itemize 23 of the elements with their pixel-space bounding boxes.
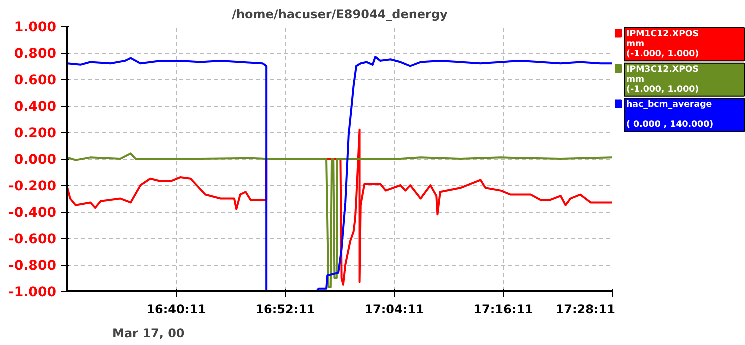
legend-label: IPM3C12.XPOS mm (-1.000, 1.000) bbox=[626, 64, 700, 95]
x-tick-label: 17:28:11 bbox=[556, 302, 616, 316]
y-tick-label: -0.600 bbox=[8, 232, 57, 248]
y-tick-label: -0.200 bbox=[8, 180, 57, 194]
y-tick-label: 0.600 bbox=[14, 74, 57, 88]
x-tick-label: 16:40:11 bbox=[146, 302, 206, 316]
legend-label: IPM1C12.XPOS mm (-1.000, 1.000) bbox=[626, 30, 700, 60]
y-tick-label: 0.400 bbox=[14, 100, 57, 115]
line-series bbox=[68, 128, 612, 286]
y-tick-label: -0.400 bbox=[8, 206, 57, 221]
x-tick-label: 17:16:11 bbox=[474, 302, 534, 316]
x-tick-label: 16:52:11 bbox=[256, 302, 316, 316]
line-series bbox=[68, 152, 612, 289]
legend-label: hac_bcm_average ( 0.000 , 140.000) bbox=[626, 100, 714, 130]
y-tick-label: 0.000 bbox=[14, 153, 57, 168]
text: Mar 17, 00 bbox=[112, 326, 185, 340]
y-tick-label: -1.000 bbox=[8, 286, 57, 300]
y-tick-label: 1.000 bbox=[14, 20, 57, 36]
y-tick-label: 0.800 bbox=[14, 47, 57, 62]
chart-title: /home/hacuser/E89044_denergy bbox=[232, 8, 448, 22]
x-tick-label: 17:04:11 bbox=[364, 302, 424, 316]
y-tick-label: 0.200 bbox=[14, 126, 57, 142]
y-tick-label: -0.800 bbox=[8, 259, 57, 274]
